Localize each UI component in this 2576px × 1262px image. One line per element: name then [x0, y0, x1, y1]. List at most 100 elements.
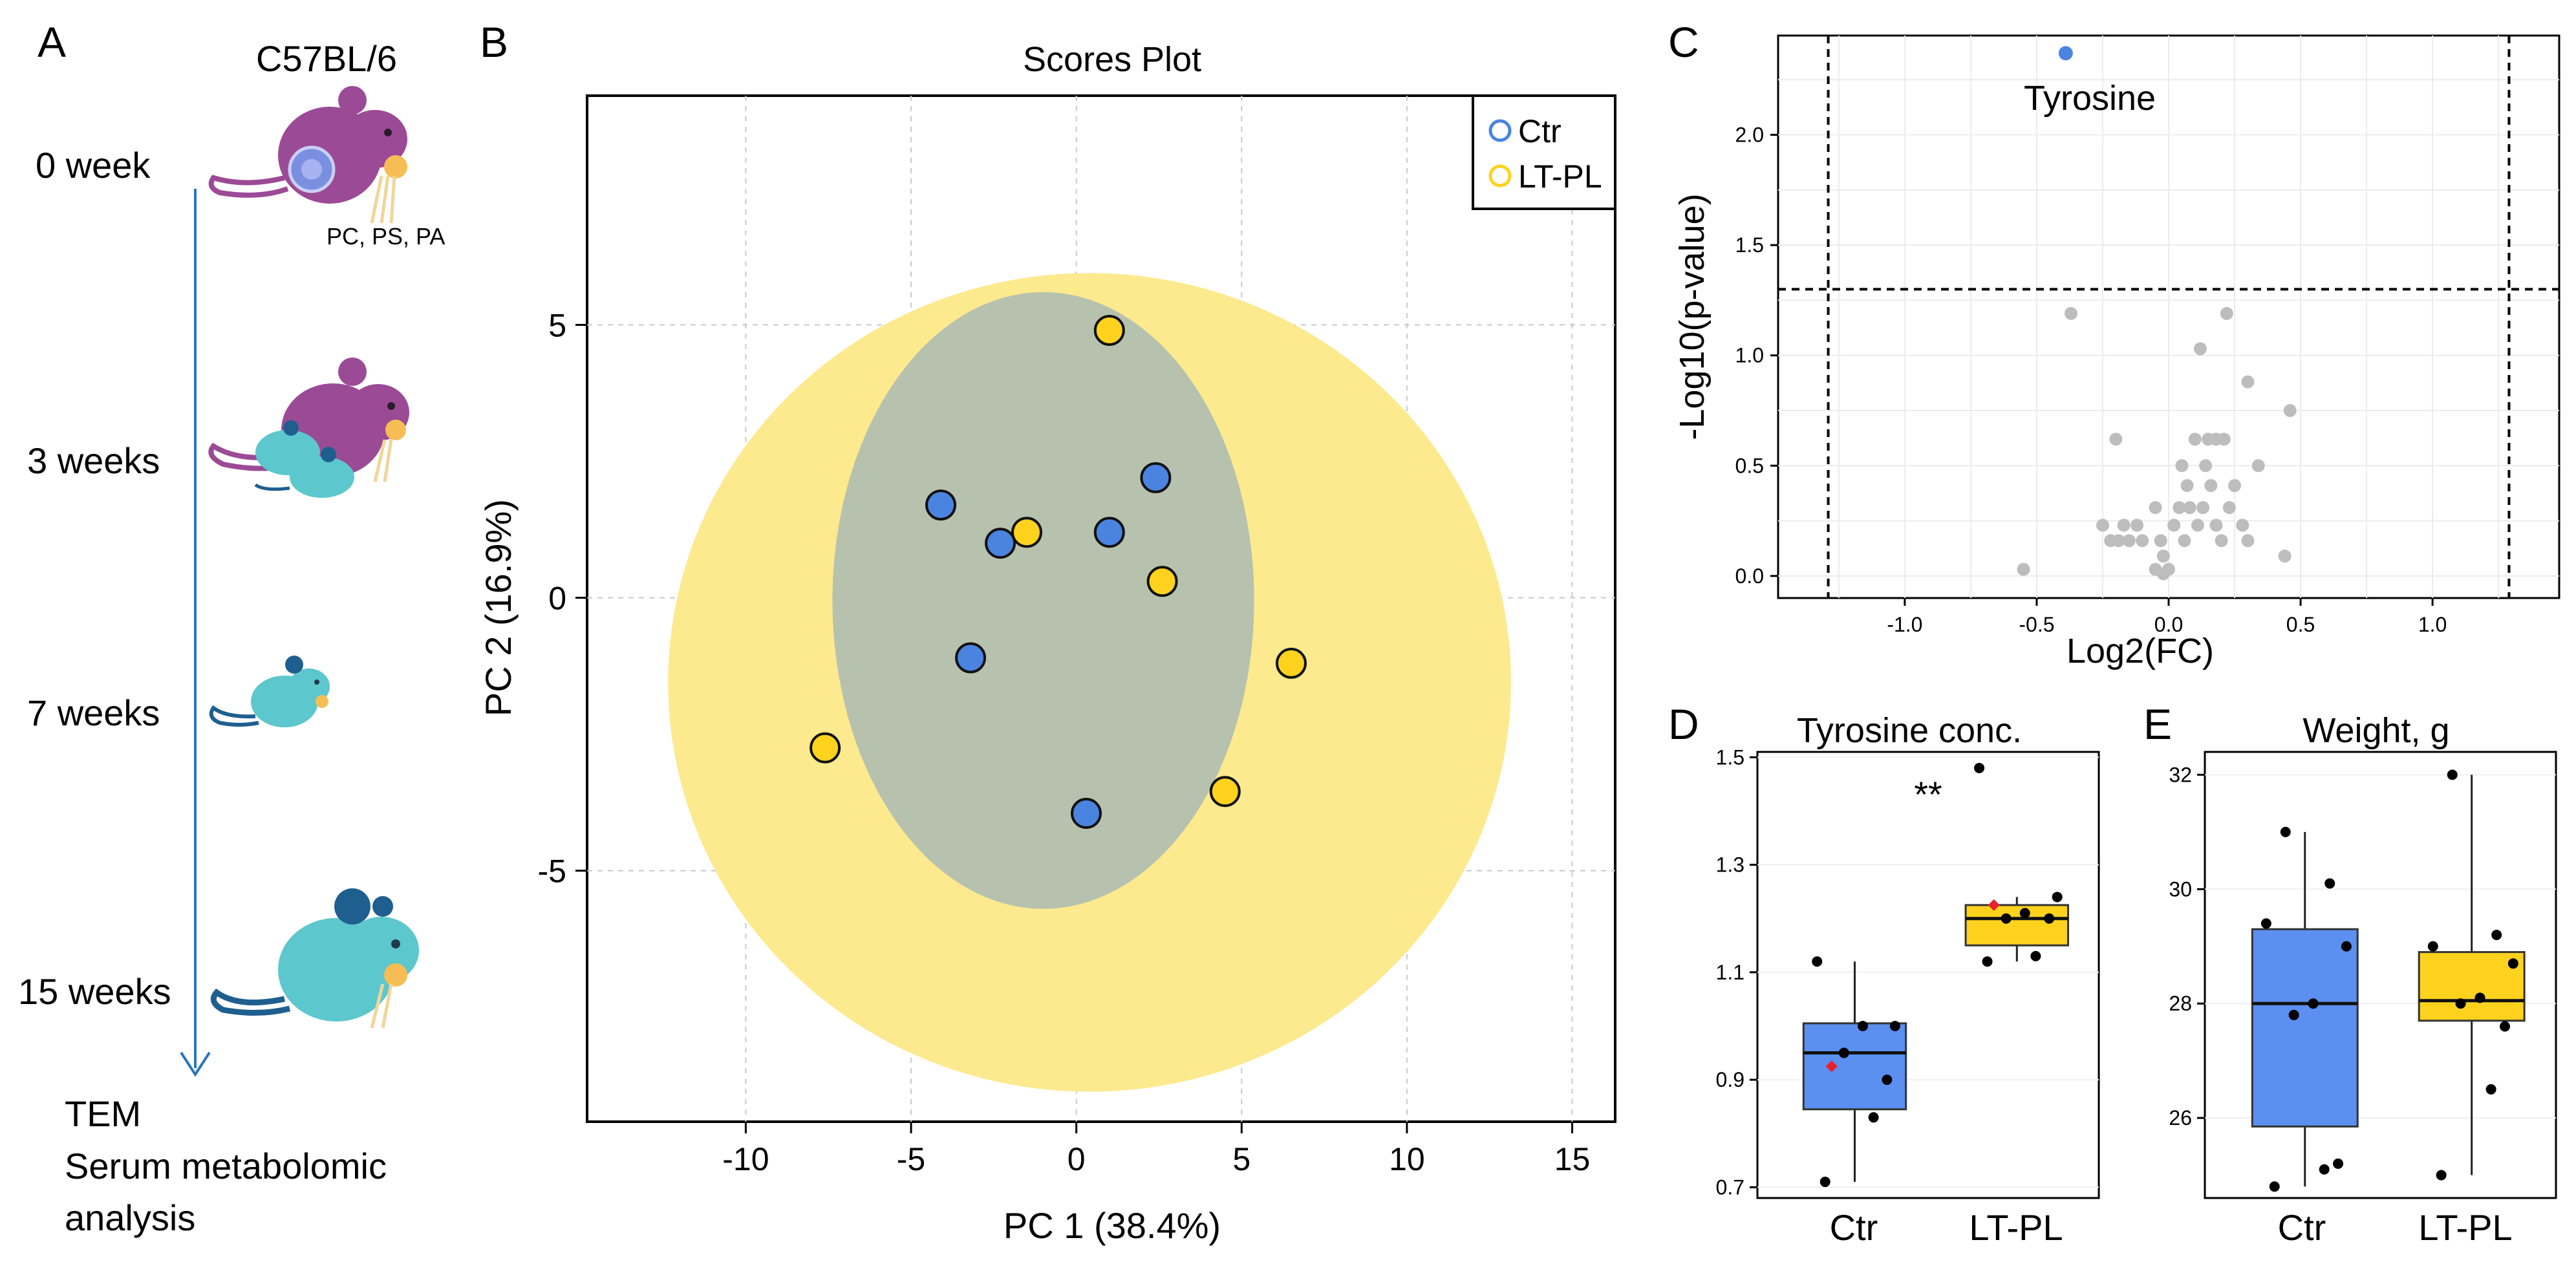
weight-data-point: [2308, 998, 2319, 1009]
metabolite-point: [2278, 550, 2292, 563]
tyrosine-cat-ctr: Ctr: [1830, 1207, 1878, 1248]
scores-axis-ticks: -10 -5 0 5 10 15 -5 0 5: [538, 308, 1591, 1177]
x-tick-label: 0: [1068, 1141, 1086, 1177]
volcano-thresholds: [1778, 36, 2559, 598]
scores-x-label: PC 1 (38.4%): [1004, 1205, 1221, 1246]
tyrosine-data-point: [1974, 762, 1985, 773]
metabolite-point: [2131, 519, 2144, 532]
panel-d-label: D: [1668, 700, 1699, 748]
metabolite-point: [2222, 501, 2236, 515]
confidence-ellipses: [668, 273, 1511, 1092]
pregnant-mouse-icon: [208, 86, 407, 224]
tyrosine-data-point: [2044, 913, 2055, 924]
metabolite-point: [2251, 459, 2265, 473]
weight-y-tick-label: 30: [2169, 877, 2192, 901]
ctr-ellipse: [832, 292, 1254, 909]
ctr-score-point: [925, 489, 957, 521]
tyrosine-data-point: [1857, 1020, 1868, 1031]
y-tick-label: 1.5: [1735, 233, 1764, 257]
volcano-points: [2017, 46, 2297, 581]
tyrosine-boxplot: 0.7 0.9 1.1 1.3 1.5: [1716, 745, 2099, 1199]
panel-b: B Scores Plot -10 -5 0 5 10 15 -5 0 5 PC 1 (38.4…: [478, 18, 1616, 1246]
metabolite-point: [2215, 534, 2228, 548]
metabolite-point: [2199, 459, 2213, 473]
young-mouse-icon: [209, 656, 330, 727]
legend-ltpl-label: LT-PL: [1518, 158, 1602, 195]
tyrosine-data-point: [1838, 1047, 1849, 1058]
metabolite-point: [2122, 534, 2136, 548]
metabolite-point: [2117, 519, 2131, 532]
weight-data-point: [2436, 1170, 2447, 1181]
outcome-line-1: TEM: [65, 1093, 141, 1134]
metabolite-point: [2136, 534, 2149, 548]
tyrosine-mean-marker: [1825, 1060, 1838, 1073]
legend-ctr-label: Ctr: [1518, 113, 1562, 149]
weight-data-point: [2447, 769, 2458, 780]
volcano-y-label: -Log10(p-value): [1673, 193, 1712, 440]
tyrosine-data-point: [2001, 913, 2012, 924]
weight-boxplot: 26 28 30 32: [2169, 763, 2556, 1192]
y-tick-label: 2.0: [1735, 123, 1764, 147]
mouse-with-pups-icon: [208, 358, 409, 498]
panel-c-label: C: [1668, 18, 1699, 66]
ctr-score-point: [955, 642, 987, 674]
volcano-x-label: Log2(FC): [2066, 632, 2214, 670]
x-tick-label: -10: [722, 1141, 769, 1177]
x-tick-label: -5: [897, 1141, 925, 1177]
weight-y-tick-label: 32: [2169, 763, 2192, 786]
y-tick-label: 0.0: [1735, 564, 1764, 588]
weight-data-point: [2280, 826, 2291, 837]
scores-plot-frame: [586, 94, 1616, 1123]
metabolite-point: [2193, 342, 2207, 356]
timepoint-0-label: 0 week: [36, 145, 151, 186]
metabolite-point: [2236, 519, 2249, 532]
metabolite-point: [2109, 433, 2123, 446]
metabolite-point: [2156, 550, 2170, 563]
ltpl-score-point: [1209, 776, 1241, 807]
panel-e: E Weight, g 26 28 30 32 Ctr LT-PL: [2143, 700, 2557, 1248]
metabolite-point: [2154, 534, 2167, 548]
weight-data-point: [2269, 1181, 2280, 1192]
y-tick-label: -5: [538, 853, 566, 890]
x-tick-label: 0.5: [2286, 613, 2315, 636]
tyrosine-y-tick-label: 1.3: [1716, 853, 1744, 877]
tyrosine-box-ctr: [1802, 1022, 1907, 1111]
ltpl-score-point: [810, 732, 841, 764]
timepoint-3-label: 3 weeks: [27, 440, 160, 481]
weight-data-point: [2499, 1021, 2510, 1032]
adult-mouse-icon: [210, 888, 419, 1029]
tyrosine-y-tick-label: 1.5: [1716, 745, 1744, 769]
tyrosine-cat-ltpl: LT-PL: [1969, 1207, 2063, 1248]
ctr-score-point: [1140, 462, 1172, 493]
x-tick-label: 15: [1554, 1141, 1591, 1177]
weight-data-point: [2333, 1158, 2344, 1169]
weight-y-tick-label: 26: [2169, 1106, 2192, 1129]
weight-data-point: [2491, 930, 2502, 941]
weight-data-point: [2319, 1164, 2330, 1175]
metabolite-point: [2228, 479, 2242, 492]
tyrosine-y-tick-label: 1.1: [1716, 961, 1744, 984]
metabolite-point: [2167, 519, 2181, 532]
metabolite-point: [2175, 459, 2189, 473]
metabolite-point: [2241, 375, 2255, 389]
scores-points: [810, 314, 1307, 829]
strain-label: C57BL/6: [256, 38, 397, 79]
weight-data-point: [2427, 941, 2438, 952]
y-tick-label: 0.5: [1735, 454, 1764, 477]
metabolite-point: [2204, 479, 2218, 492]
metabolite-point: [2183, 501, 2196, 515]
tyrosine-annotation: Tyrosine: [2024, 79, 2156, 118]
outcome-line-2: Serum metabolomic: [65, 1146, 387, 1186]
timepoint-7-label: 7 weeks: [27, 692, 160, 733]
y-tick-label: 5: [548, 308, 566, 344]
tyrosine-box-title: Tyrosine conc.: [1797, 711, 2022, 750]
tyrosine-data-point: [1812, 956, 1823, 967]
weight-data-point: [2324, 878, 2335, 889]
metabolite-point: [2178, 534, 2191, 548]
tyrosine-data-point: [1868, 1112, 1879, 1123]
metabolite-point: [2180, 479, 2194, 492]
metabolite-point: [2188, 433, 2202, 446]
tyrosine-data-point: [2052, 892, 2063, 903]
x-tick-label: 10: [1389, 1141, 1425, 1177]
